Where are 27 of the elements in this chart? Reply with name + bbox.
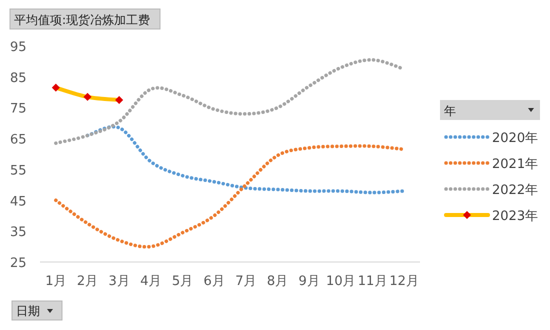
x-tick-label: 7月 [235,274,256,289]
y-tick-label: 45 [10,194,27,210]
legend-label: 2022年 [492,183,538,198]
y-tick-label: 65 [10,132,27,148]
legend-title: 年 [444,104,456,118]
x-axis-title: 日期 [16,304,40,318]
x-tick-label: 6月 [204,274,225,289]
legend-label: 2021年 [492,157,538,172]
y-tick-label: 25 [10,256,27,271]
chart-title: 平均值项:现货冶炼加工费 [14,13,150,27]
x-tick-label: 10月 [326,274,356,289]
y-tick-label: 95 [10,40,27,55]
y-tick-label: 55 [10,163,27,178]
legend-label: 2023年 [492,209,538,224]
legend-label: 2020年 [492,131,538,146]
y-tick-label: 75 [10,102,27,117]
x-tick-label: 11月 [358,274,388,289]
x-tick-label: 3月 [108,274,130,289]
x-tick-label: 1月 [45,274,66,289]
y-tick-label: 35 [10,225,27,240]
x-tick-label: 4月 [140,274,162,289]
x-tick-label: 2月 [76,274,98,289]
x-tick-label: 8月 [266,274,288,289]
x-tick-label: 5月 [172,274,194,289]
y-tick-label: 85 [10,70,27,86]
x-tick-label: 12月 [389,274,419,289]
x-tick-label: 9月 [298,274,320,289]
